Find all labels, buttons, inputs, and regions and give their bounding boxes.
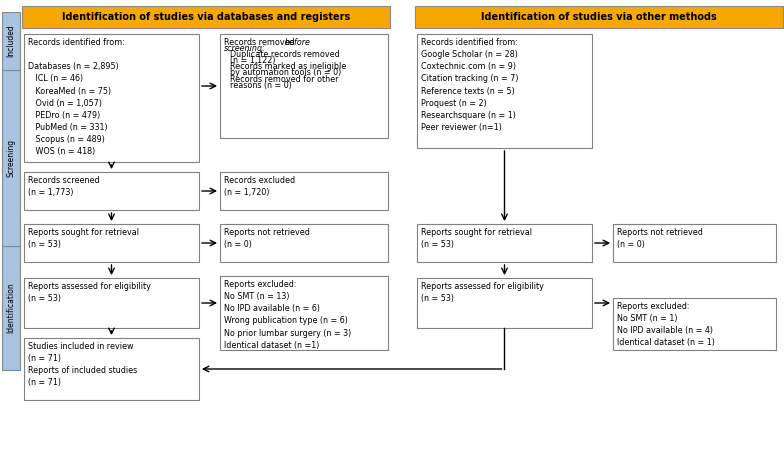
FancyBboxPatch shape [415, 6, 783, 28]
Text: Records marked as ineligible: Records marked as ineligible [230, 62, 347, 71]
Text: Duplicate records removed: Duplicate records removed [230, 50, 339, 59]
Text: (n = 1,122): (n = 1,122) [230, 56, 275, 65]
Text: Included: Included [6, 25, 16, 57]
FancyBboxPatch shape [417, 34, 592, 148]
FancyBboxPatch shape [24, 224, 199, 262]
FancyBboxPatch shape [2, 246, 20, 370]
FancyBboxPatch shape [2, 70, 20, 246]
Text: Reports sought for retrieval
(n = 53): Reports sought for retrieval (n = 53) [421, 228, 532, 249]
FancyBboxPatch shape [24, 34, 199, 162]
FancyBboxPatch shape [24, 338, 199, 400]
FancyBboxPatch shape [417, 278, 592, 328]
Text: Reports excluded:
No SMT (n = 1)
No IPD available (n = 4)
Identical dataset (n =: Reports excluded: No SMT (n = 1) No IPD … [617, 302, 715, 348]
Text: Records removed: Records removed [224, 38, 297, 47]
Text: Records removed for other: Records removed for other [230, 75, 339, 83]
FancyBboxPatch shape [220, 172, 388, 210]
FancyBboxPatch shape [417, 224, 592, 262]
FancyBboxPatch shape [22, 6, 390, 28]
Text: reasons (n = 0): reasons (n = 0) [230, 81, 292, 90]
Text: Reports excluded:
No SMT (n = 13)
No IPD available (n = 6)
Wrong publication typ: Reports excluded: No SMT (n = 13) No IPD… [224, 280, 351, 350]
Text: Reports sought for retrieval
(n = 53): Reports sought for retrieval (n = 53) [28, 228, 139, 249]
Text: Reports assessed for eligibility
(n = 53): Reports assessed for eligibility (n = 53… [421, 282, 544, 303]
FancyBboxPatch shape [24, 172, 199, 210]
Text: Records excluded
(n = 1,720): Records excluded (n = 1,720) [224, 176, 295, 197]
Text: Records identified from:

Databases (n = 2,895)
   ICL (n = 46)
   KoreaMed (n =: Records identified from: Databases (n = … [28, 38, 125, 156]
Text: Identification of studies via other methods: Identification of studies via other meth… [481, 12, 717, 22]
FancyBboxPatch shape [220, 224, 388, 262]
Text: Identification: Identification [6, 283, 16, 333]
Text: Records screened
(n = 1,773): Records screened (n = 1,773) [28, 176, 100, 197]
Text: Studies included in review
(n = 71)
Reports of included studies
(n = 71): Studies included in review (n = 71) Repo… [28, 342, 137, 387]
Text: screening:: screening: [224, 44, 266, 53]
Text: before: before [285, 38, 311, 47]
FancyBboxPatch shape [613, 224, 776, 262]
Text: Records identified from:
Google Scholar (n = 28)
Coxtechnic.com (n = 9)
Citation: Records identified from: Google Scholar … [421, 38, 518, 132]
FancyBboxPatch shape [220, 276, 388, 350]
FancyBboxPatch shape [2, 12, 20, 70]
Text: Reports not retrieved
(n = 0): Reports not retrieved (n = 0) [224, 228, 310, 249]
Text: by automation tools (n = 0): by automation tools (n = 0) [230, 68, 341, 77]
FancyBboxPatch shape [613, 298, 776, 350]
Text: Screening: Screening [6, 139, 16, 177]
Text: Reports not retrieved
(n = 0): Reports not retrieved (n = 0) [617, 228, 703, 249]
Text: Reports assessed for eligibility
(n = 53): Reports assessed for eligibility (n = 53… [28, 282, 151, 303]
FancyBboxPatch shape [24, 278, 199, 328]
Text: Identification of studies via databases and registers: Identification of studies via databases … [62, 12, 350, 22]
FancyBboxPatch shape [220, 34, 388, 138]
